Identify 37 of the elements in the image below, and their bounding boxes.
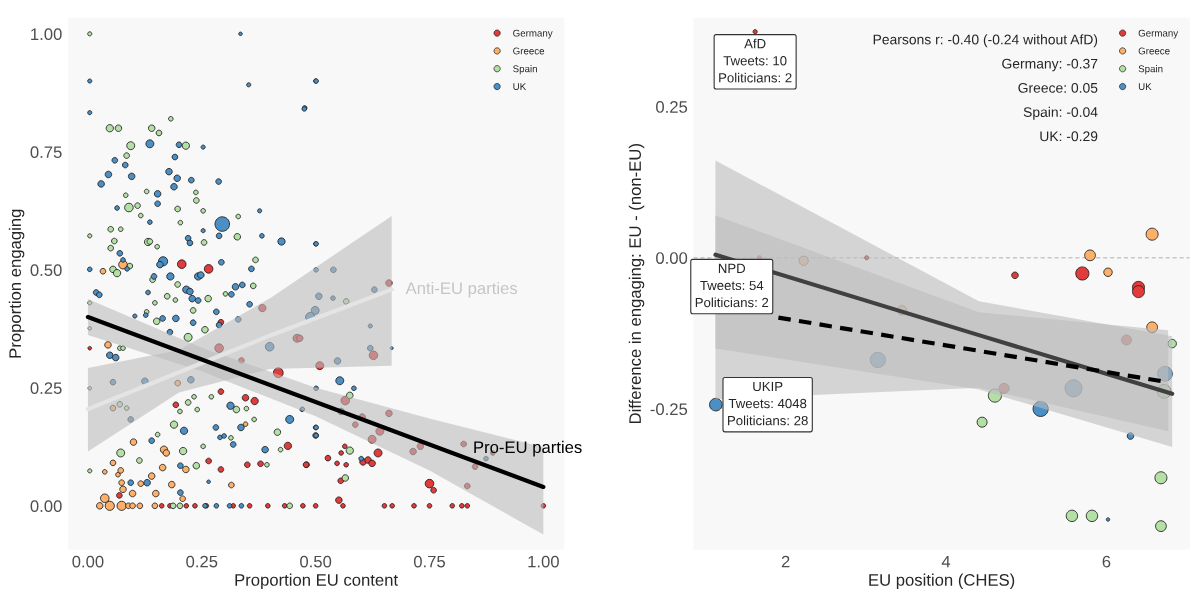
x-tick-label: 0.25 [186,555,218,568]
legend-label: UK [513,83,527,91]
legend-label: Germany [1138,29,1179,39]
x-axis-title: EU position (CHES) [869,573,1015,590]
legend-label: Greece [1138,47,1170,55]
y-tick-label: 0.25 [30,382,62,395]
x-tick-label: 1.00 [528,555,559,568]
y-axis-title: Difference in engaging: EU - (non-EU) [628,144,645,424]
legend-label: Germany [513,29,553,39]
y-tick-label: 0.00 [30,500,62,513]
y-tick-label: 1.00 [31,28,62,41]
series-label: Pro-EU parties [474,440,582,457]
x-tick-label: 6 [1102,555,1111,568]
x-tick-label: 0.50 [300,555,332,568]
legend-label: UK [1138,83,1152,91]
y-tick-label: 0.00 [656,252,688,264]
annotation: Germany: -0.37 [1002,58,1098,72]
y-axis-title: Proportion engaging [8,209,25,358]
x-axis-title: Proportion EU content [235,573,398,590]
x-tick-label: 0.75 [413,555,446,568]
y-tick-label: 0.50 [30,264,62,277]
x-tick-label: 4 [941,555,951,568]
annotation: Spain: -0.04 [1023,106,1098,120]
annotation: AfD Tweets: 10 Politicians: 2 [719,38,792,83]
legend-label: Greece [513,47,545,55]
y-tick-label: 0.25 [656,101,688,113]
legend-label: Spain [513,65,537,75]
annotation: Pearsons r: -0.40 (-0.24 without AfD) [873,34,1098,48]
y-tick-label: 0.75 [30,146,62,159]
y-tick-label: -0.25 [650,403,688,416]
annotation: UKIP Tweets: 4048 Politicians: 28 [728,381,808,426]
x-tick-label: 2 [781,555,790,568]
annotation: NPD Tweets: 54 Politicians: 2 [695,263,769,308]
annotation: Greece: 0.05 [1018,82,1098,93]
annotation: UK: -0.29 [1040,131,1098,142]
legend-label: Spain [1138,65,1163,75]
x-tick-label: 0.00 [72,555,104,568]
